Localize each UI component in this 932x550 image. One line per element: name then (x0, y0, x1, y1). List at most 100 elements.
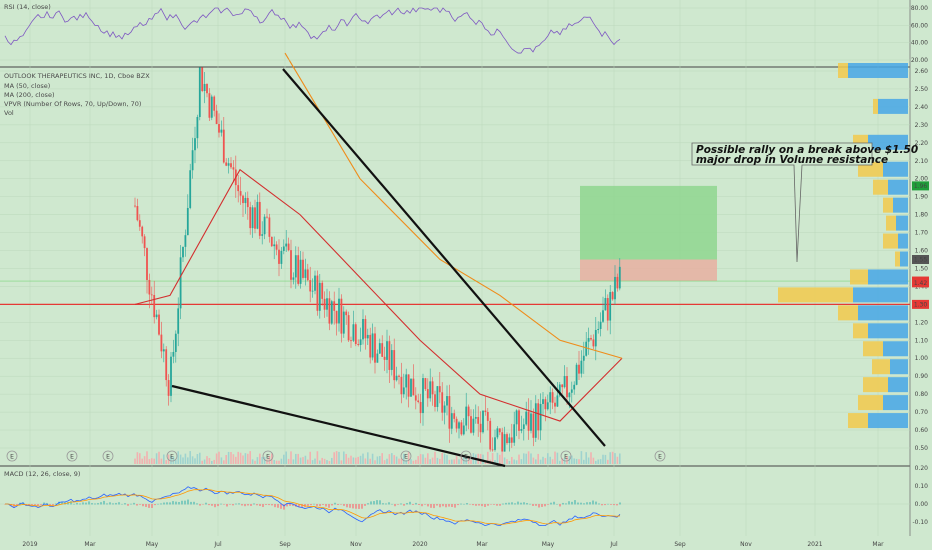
volume-bar (314, 458, 316, 464)
candle-body (436, 386, 439, 407)
macd-histogram-bar (595, 501, 597, 505)
macd-histogram-bar (88, 501, 90, 505)
macd-histogram-bar (412, 504, 414, 505)
volume-bar (146, 451, 148, 464)
candle-body (270, 236, 273, 247)
volume-bar (256, 457, 259, 464)
volume-bar (273, 459, 275, 464)
event-marker-label: E (10, 454, 14, 461)
candle-body (263, 216, 266, 235)
macd-histogram-bar (565, 503, 567, 505)
candle-body (338, 298, 340, 324)
volume-bar (175, 459, 177, 464)
volume-bar (427, 453, 429, 464)
volume-bar (453, 459, 455, 464)
candle-body (347, 315, 350, 341)
macd-histogram-bar (292, 504, 294, 507)
event-marker (166, 450, 178, 462)
volume-bar (379, 456, 381, 464)
macd-histogram-bar (502, 503, 504, 505)
macd-histogram-bar (361, 504, 363, 509)
volume-bar (170, 456, 172, 464)
volume-bar (172, 456, 175, 464)
volume-bar (355, 457, 357, 464)
macd-histogram-bar (241, 504, 243, 506)
candle-body (616, 276, 619, 289)
volume-bar (302, 457, 304, 464)
macd-histogram-bar (514, 503, 516, 505)
volume-bar (350, 455, 352, 464)
volume-bar (309, 451, 311, 464)
macd-histogram-bar (460, 503, 462, 505)
candle-body (453, 413, 456, 419)
macd-histogram-bar (256, 504, 258, 506)
volume-bar (323, 458, 326, 464)
volume-bar (160, 458, 163, 464)
candle-body (465, 406, 468, 426)
macd-histogram-bar (109, 502, 111, 505)
candle-body (597, 328, 600, 331)
target-zone (580, 185, 717, 260)
price-tick: 0.60 (915, 427, 929, 434)
vpvr-up-bar (883, 341, 908, 357)
candle-body (537, 403, 540, 431)
price-tick: 1.00 (915, 355, 929, 362)
volume-bar (436, 457, 439, 464)
volume-bar (448, 459, 451, 464)
time-tick: Nov (350, 541, 362, 548)
candle-body (184, 235, 187, 247)
candle-body (462, 425, 465, 435)
candle-body (611, 292, 614, 300)
event-marker-label: E (564, 454, 568, 461)
volume-bar (220, 457, 223, 464)
volume-bar (465, 455, 467, 464)
candle-body (194, 138, 196, 151)
volume-bar (143, 456, 146, 464)
candle-body (350, 340, 352, 342)
macd-histogram-bar (424, 504, 426, 505)
volume-bar (345, 453, 347, 464)
volume-bar (527, 451, 530, 464)
vpvr-up-bar (868, 134, 908, 150)
candle-body (393, 350, 396, 381)
volume-bar (163, 454, 165, 464)
volume-bar (347, 457, 350, 464)
candle-body (544, 399, 547, 410)
macd-histogram-bar (547, 504, 549, 505)
candle-body (333, 301, 336, 311)
macd-histogram-bar (355, 504, 357, 509)
candle-body (563, 376, 566, 388)
candle-body (503, 434, 506, 452)
volume-bar (487, 451, 489, 464)
volume-bar (208, 458, 211, 464)
macd-histogram-bar (265, 504, 267, 505)
candle-body (606, 298, 609, 321)
macd-histogram-bar (529, 503, 531, 505)
vpvr-up-bar (883, 161, 908, 177)
price-tick: 1.60 (915, 248, 929, 255)
candle-body (410, 378, 412, 397)
candle-body (138, 220, 141, 227)
candle-body (522, 424, 525, 430)
macd-histogram-bar (535, 504, 537, 506)
rsi-line (4, 7, 621, 54)
candle-body (174, 333, 177, 352)
volume-bar (431, 457, 434, 464)
volume-bar (211, 460, 213, 464)
macd-histogram-bar (283, 504, 285, 510)
candle-body (364, 319, 367, 339)
volume-bar (554, 451, 556, 464)
macd-histogram-bar (511, 502, 513, 505)
candle-body (357, 344, 360, 345)
macd-histogram-bar (223, 504, 225, 505)
volume-bar (511, 456, 513, 464)
annotation-line1: Possible rally on a break above $1.50 (696, 144, 918, 156)
candle-body (573, 384, 576, 390)
candle-body (585, 341, 588, 356)
upper-trendline (282, 68, 606, 447)
macd-histogram-bar (205, 502, 207, 505)
macd-histogram-bar (190, 501, 192, 505)
macd-histogram-bar (472, 504, 474, 506)
volume-bar (254, 460, 256, 464)
